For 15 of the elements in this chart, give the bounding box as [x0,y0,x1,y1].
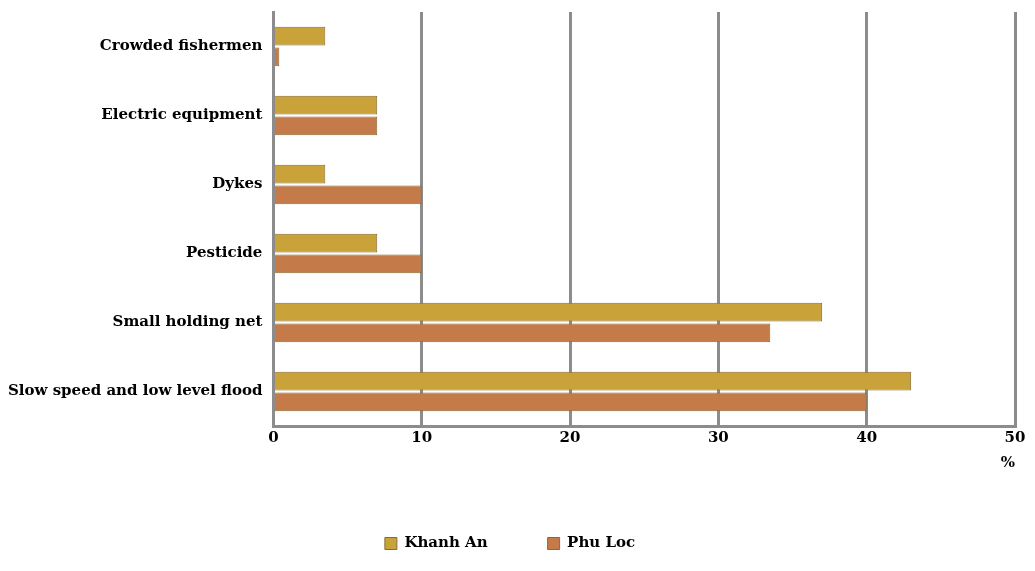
x-tick-label: 0 [268,427,279,446]
y-tick-label: Dykes [212,174,263,193]
y-tick-label: Electric equipment [101,105,263,124]
legend-label: Khanh An [404,533,488,552]
y-tick-label: Pesticide [186,243,263,262]
legend-label: Phu Loc [567,533,636,552]
x-axis-title: % [1000,452,1015,471]
y-tick-label: Small holding net [112,312,263,331]
x-tick-label: 10 [411,427,433,446]
y-tick-label: Crowded fishermen [99,36,263,55]
x-tick-label: 30 [707,427,729,446]
x-tick-label: 50 [1004,427,1026,446]
y-tick-label: Slow speed and low level flood [7,381,263,400]
x-tick-label: 20 [559,427,581,446]
x-tick-label: 40 [856,427,878,446]
